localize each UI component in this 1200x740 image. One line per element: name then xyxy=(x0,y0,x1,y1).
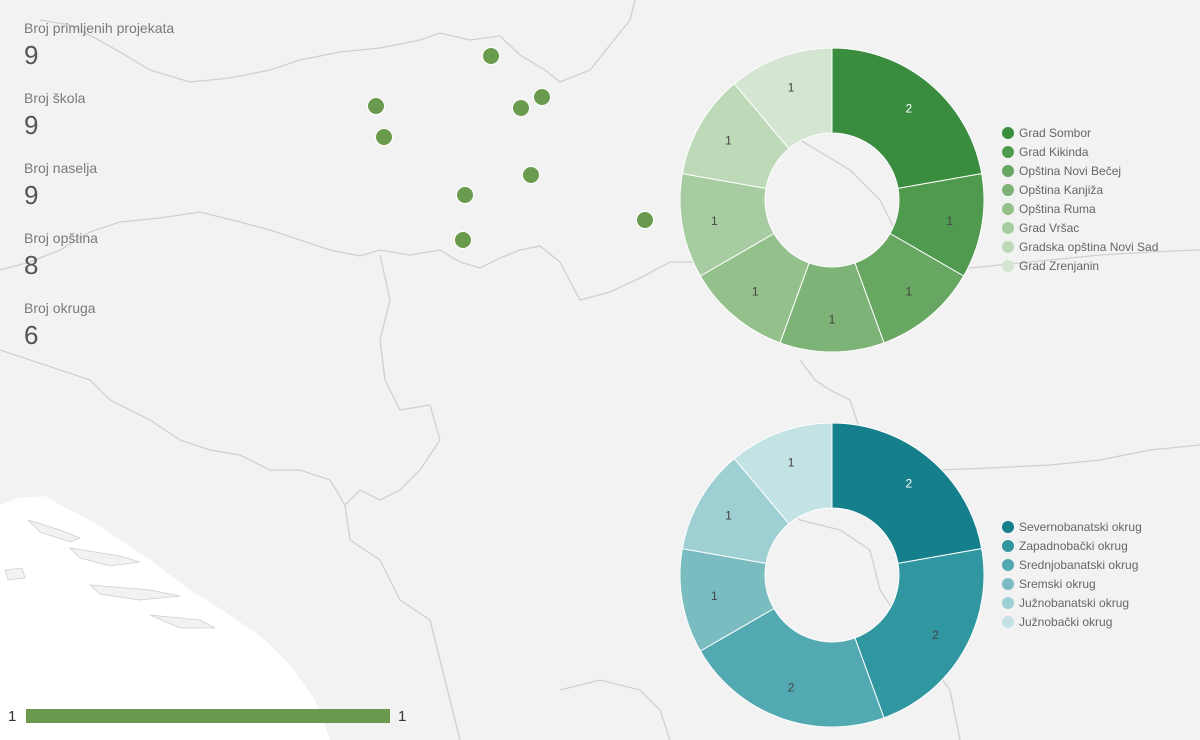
stat-municipalities: Broj opština 8 xyxy=(24,230,174,300)
donut-slice-label: 1 xyxy=(725,508,732,522)
donut-slice-label: 2 xyxy=(905,476,912,490)
legend-swatch xyxy=(1002,221,1014,234)
legend-label: Grad Zrenjanin xyxy=(1019,258,1100,273)
donut-slice-label: 1 xyxy=(788,456,795,470)
school-marker[interactable] xyxy=(533,88,551,106)
legend-label: Južnobanatski okrug xyxy=(1019,595,1130,610)
legend-item[interactable]: Zapadnobački okrug xyxy=(1002,536,1142,555)
donut-slice[interactable] xyxy=(733,423,833,525)
legend-item[interactable]: Srednjobanatski okrug xyxy=(1002,555,1142,574)
legend-swatch xyxy=(1002,577,1014,590)
stat-districts: Broj okruga 6 xyxy=(24,300,174,370)
stat-schools: Broj škola 9 xyxy=(24,90,174,160)
scale-max-label: 1 xyxy=(398,708,407,725)
map-color-scale: 1 1 xyxy=(0,700,420,730)
legend-item[interactable]: Gradska opština Novi Sad xyxy=(1002,237,1158,256)
legend-swatch xyxy=(1002,615,1014,628)
municipality-legend: Grad Sombor Grad Kikinda Opština Novi Beče… xyxy=(1002,123,1158,275)
legend-item[interactable]: Grad Kikinda xyxy=(1002,142,1158,161)
donut-slice-label: 1 xyxy=(711,589,718,603)
donut-slice-label: 1 xyxy=(725,133,732,147)
legend-swatch xyxy=(1002,558,1014,571)
school-marker[interactable] xyxy=(522,166,540,184)
donut-slice[interactable] xyxy=(831,423,983,564)
donut-slice[interactable] xyxy=(699,607,885,728)
legend-label: Grad Sombor xyxy=(1019,125,1092,140)
legend-swatch xyxy=(1002,164,1014,177)
legend-label: Opština Ruma xyxy=(1019,201,1096,216)
municipality-donut-chart[interactable]: 2 1 1 1 1 1 1 1 xyxy=(680,48,984,352)
legend-swatch xyxy=(1002,596,1014,609)
stats-panel: Broj primljenih projekata 9 Broj škola 9… xyxy=(24,20,174,370)
legend-label: Grad Kikinda xyxy=(1019,144,1089,159)
legend-item[interactable]: Severnobanatski okrug xyxy=(1002,517,1142,536)
donut-slice-label: 2 xyxy=(932,628,939,642)
stat-value: 9 xyxy=(24,110,39,140)
stat-label: Broj opština xyxy=(24,230,98,246)
donut-slice-label: 1 xyxy=(946,214,953,228)
legend-swatch xyxy=(1002,520,1014,533)
scale-min-label: 1 xyxy=(8,708,17,725)
legend-item[interactable]: Južnobački okrug xyxy=(1002,612,1142,631)
stat-value: 6 xyxy=(24,320,39,350)
donut-slice-label: 1 xyxy=(752,285,759,299)
donut-slice-label: 1 xyxy=(788,81,795,95)
stat-label: Broj škola xyxy=(24,90,86,106)
stat-label: Broj okruga xyxy=(24,300,96,316)
legend-label: Opština Novi Bečej xyxy=(1019,163,1122,178)
legend-item[interactable]: Grad Zrenjanin xyxy=(1002,256,1158,275)
legend-swatch xyxy=(1002,183,1014,196)
district-donut-chart[interactable]: 2 2 2 1 1 1 xyxy=(680,423,984,727)
legend-item[interactable]: Grad Sombor xyxy=(1002,123,1158,142)
school-marker[interactable] xyxy=(454,231,472,249)
school-marker[interactable] xyxy=(456,186,474,204)
legend-swatch xyxy=(1002,145,1014,158)
legend-item[interactable]: Grad Vršac xyxy=(1002,218,1158,237)
legend-label: Grad Vršac xyxy=(1019,220,1080,235)
legend-swatch xyxy=(1002,240,1014,253)
stat-value: 9 xyxy=(24,180,39,210)
legend-label: Severnobanatski okrug xyxy=(1019,519,1142,534)
donut-slice[interactable] xyxy=(733,48,833,150)
donut-slice-label: 1 xyxy=(711,214,718,228)
legend-label: Zapadnobački okrug xyxy=(1019,538,1128,553)
school-marker[interactable] xyxy=(636,211,654,229)
school-marker[interactable] xyxy=(367,97,385,115)
stat-value: 8 xyxy=(24,250,39,280)
school-marker[interactable] xyxy=(375,128,393,146)
school-marker[interactable] xyxy=(482,47,500,65)
legend-label: Opština Kanjiža xyxy=(1019,182,1104,197)
donut-slice-label: 2 xyxy=(905,101,912,115)
islands xyxy=(4,519,216,629)
donut-slice-label: 1 xyxy=(829,313,836,327)
legend-item[interactable]: Opština Ruma xyxy=(1002,199,1158,218)
donut-slice-label: 2 xyxy=(788,680,795,694)
donut-slice[interactable] xyxy=(854,548,984,719)
stat-settlements: Broj naselja 9 xyxy=(24,160,174,230)
legend-label: Sremski okrug xyxy=(1019,576,1096,591)
stat-projects: Broj primljenih projekata 9 xyxy=(24,20,174,90)
legend-item[interactable]: Sremski okrug xyxy=(1002,574,1142,593)
legend-label: Južnobački okrug xyxy=(1019,614,1113,629)
district-legend: Severnobanatski okrug Zapadnobački okrug S… xyxy=(1002,517,1142,631)
map-markers xyxy=(367,47,654,249)
legend-label: Gradska opština Novi Sad xyxy=(1019,239,1159,254)
stat-label: Broj primljenih projekata xyxy=(24,20,175,36)
legend-swatch xyxy=(1002,202,1014,215)
legend-item[interactable]: Opština Kanjiža xyxy=(1002,180,1158,199)
legend-swatch xyxy=(1002,259,1014,272)
donut-slice[interactable] xyxy=(831,48,983,189)
legend-item[interactable]: Južnobanatski okrug xyxy=(1002,593,1142,612)
stat-label: Broj naselja xyxy=(24,160,98,176)
scale-bar xyxy=(26,709,390,723)
legend-swatch xyxy=(1002,126,1014,139)
stat-value: 9 xyxy=(24,40,39,70)
legend-swatch xyxy=(1002,539,1014,552)
donut-slice-label: 1 xyxy=(905,285,912,299)
legend-label: Srednjobanatski okrug xyxy=(1019,557,1139,572)
school-marker[interactable] xyxy=(512,99,530,117)
legend-item[interactable]: Opština Novi Bečej xyxy=(1002,161,1158,180)
